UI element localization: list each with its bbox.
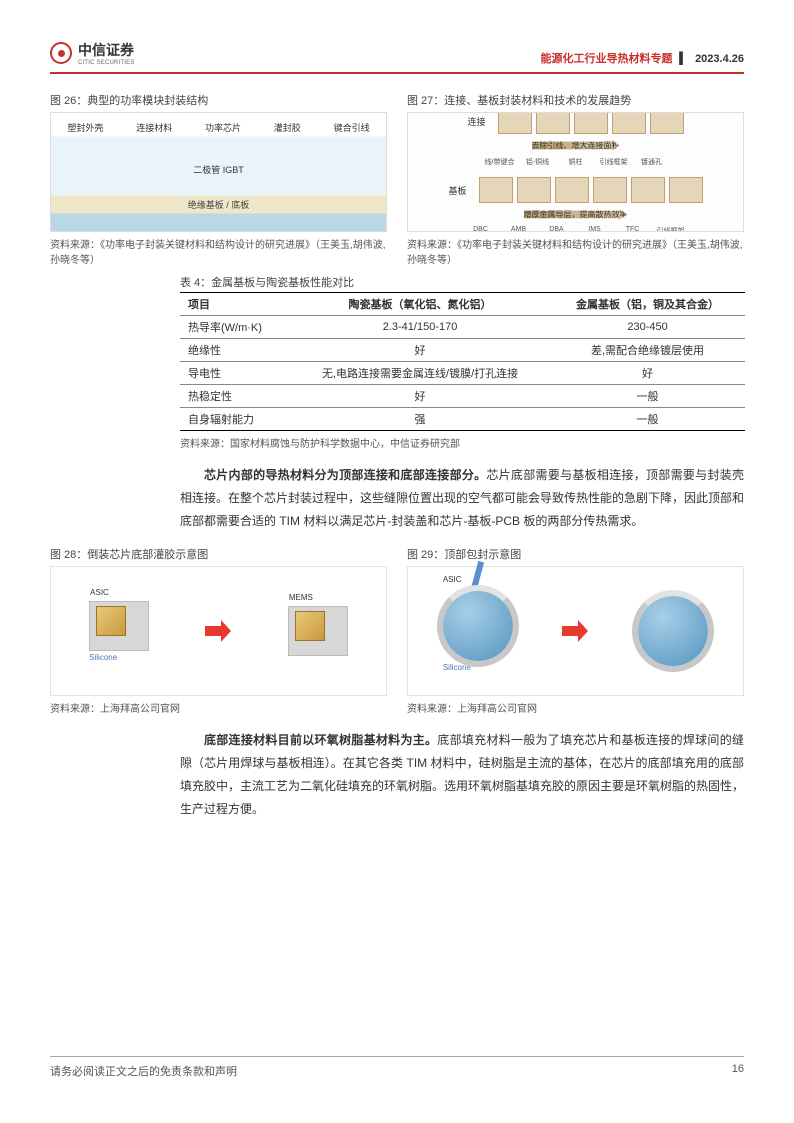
table4-title: 表 4：金属基板与陶瓷基板性能对比	[180, 274, 744, 290]
fig27-caption: 图 27：连接、基板封装材料和技术的发展趋势	[407, 92, 744, 108]
table-row: 导电性无,电路连接需要金属连线/镀膜/打孔连接好	[180, 362, 745, 385]
figure-29: 图 29：顶部包封示意图 ASIC Silicone 资料来源：上海拜高公司官网	[407, 546, 744, 715]
logo-icon	[50, 42, 72, 64]
table-row: 热导率(W/m·K)2.3-41/150-170230-450	[180, 316, 745, 339]
page-footer: 请务必阅读正文之后的免责条款和声明 16	[50, 1056, 744, 1079]
header-topic: 能源化工行业导热材料专题	[540, 53, 672, 65]
table-row: 自身辐射能力强一般	[180, 408, 745, 431]
page-number: 16	[732, 1063, 744, 1079]
arrow-icon	[562, 618, 588, 644]
table4-source: 资料来源：国家材料腐蚀与防护科学数据中心，中信证券研究部	[180, 435, 744, 450]
fig28-caption: 图 28：倒装芯片底部灌胶示意图	[50, 546, 387, 562]
header-date: 2023.4.26	[695, 53, 744, 65]
figure-28: 图 28：倒装芯片底部灌胶示意图 ASIC Silicone MEMS 资料来源…	[50, 546, 387, 715]
logo-name: 中信证券	[78, 40, 135, 60]
logo-subtitle: CITIC SECURITIES	[78, 60, 135, 66]
page-header: 中信证券 CITIC SECURITIES 能源化工行业导热材料专题 ▍ 202…	[50, 40, 744, 74]
arrow-icon	[205, 618, 231, 644]
footer-disclaimer: 请务必阅读正文之后的免责条款和声明	[50, 1063, 237, 1079]
fig28-source: 资料来源：上海拜高公司官网	[50, 700, 387, 715]
fig26-caption: 图 26：典型的功率模块封装结构	[50, 92, 387, 108]
fig28-image: ASIC Silicone MEMS	[50, 566, 387, 696]
fig29-caption: 图 29：顶部包封示意图	[407, 546, 744, 562]
fig26-diagram: 塑封外壳 连接材料 功率芯片 灌封胶 键合引线 二极管 IGBT 绝缘基板 / …	[50, 112, 387, 232]
paragraph-1: 芯片内部的导热材料分为顶部连接和底部连接部分。芯片底部需要与基板相连接，顶部需要…	[180, 464, 744, 532]
fig29-image: ASIC Silicone	[407, 566, 744, 696]
fig27-diagram: 连接 去除引线、增大连接面积 线/带键合铝-铜线 铜柱引线框架 镀通孔 基板 增…	[407, 112, 744, 232]
fig27-source: 资料来源：《功率电子封装关键材料和结构设计的研究进展》（王美玉,胡伟波,孙晓冬等…	[407, 236, 744, 266]
table-row: 绝缘性好差,需配合绝缘镀层使用	[180, 339, 745, 362]
logo: 中信证券 CITIC SECURITIES	[50, 40, 135, 66]
figure-26: 图 26：典型的功率模块封装结构 塑封外壳 连接材料 功率芯片 灌封胶 键合引线…	[50, 92, 387, 266]
header-title: 能源化工行业导热材料专题 ▍ 2023.4.26	[540, 50, 744, 66]
figure-27: 图 27：连接、基板封装材料和技术的发展趋势 连接 去除引线、增大连接面积 线/…	[407, 92, 744, 266]
table4: 项目 陶瓷基板（氧化铝、氮化铝） 金属基板（铝，铜及其合金） 热导率(W/m·K…	[180, 292, 745, 431]
fig26-source: 资料来源：《功率电子封装关键材料和结构设计的研究进展》（王美玉,胡伟波,孙晓冬等…	[50, 236, 387, 266]
fig29-source: 资料来源：上海拜高公司官网	[407, 700, 744, 715]
fig26-top-labels: 塑封外壳 连接材料 功率芯片 灌封胶 键合引线	[51, 121, 386, 134]
paragraph-2: 底部连接材料目前以环氧树脂基材料为主。底部填充材料一般为了填充芯片和基板连接的焊…	[180, 729, 744, 820]
table-row: 热稳定性好一般	[180, 385, 745, 408]
